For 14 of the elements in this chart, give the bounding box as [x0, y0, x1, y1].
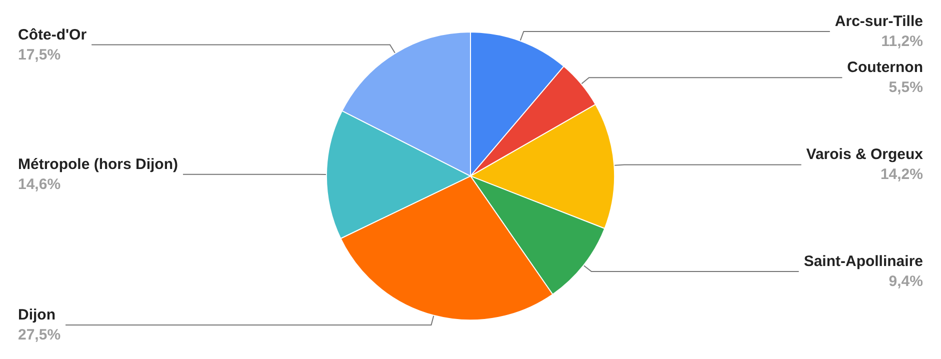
data-label: 9,4%	[888, 273, 923, 290]
data-label: 17,5%	[18, 46, 61, 64]
slice-label: Varois & Orgeux	[806, 146, 924, 164]
slice-label: Couternon	[847, 59, 923, 76]
slice-label: Côte-d'Or	[18, 26, 87, 44]
slice-label: Saint-Apollinaire	[804, 253, 923, 270]
data-label: 27,5%	[18, 326, 61, 344]
slice-label: Arc-sur-Tille	[834, 12, 923, 30]
slice-label: Métropole (hors Dijon)	[18, 156, 178, 173]
data-label: 14,2%	[880, 166, 923, 184]
slice-label: Dijon	[18, 306, 56, 324]
data-label: 14,6%	[18, 176, 61, 193]
data-label: 11,2%	[881, 32, 923, 50]
data-label: 5,5%	[888, 79, 923, 96]
